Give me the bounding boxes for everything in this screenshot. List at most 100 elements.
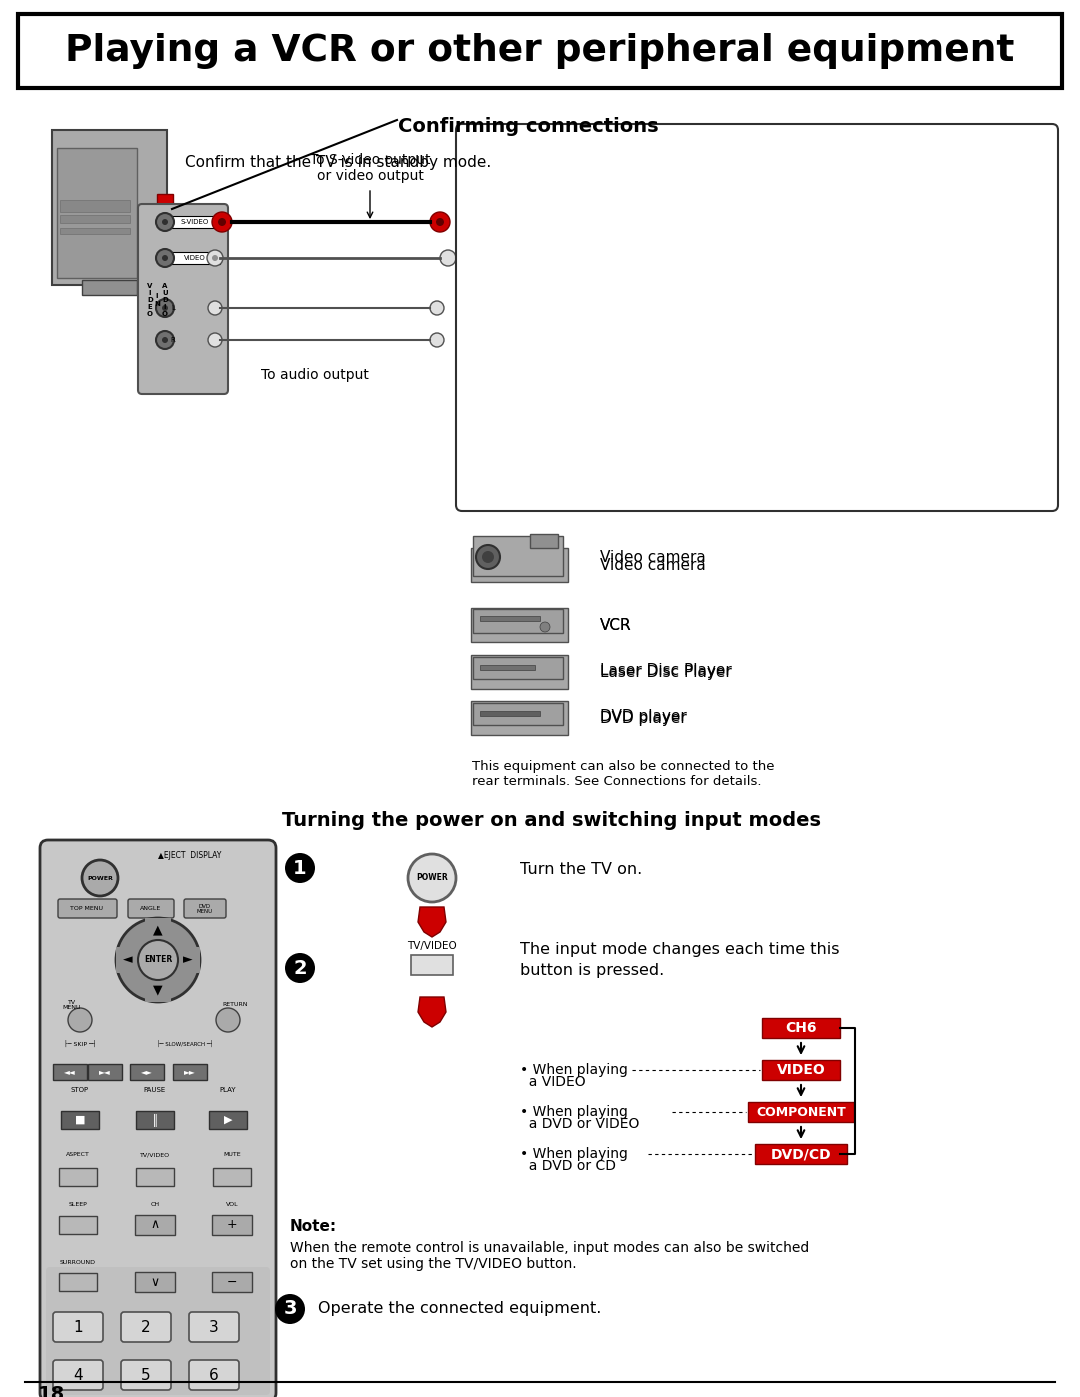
FancyBboxPatch shape xyxy=(60,200,130,212)
FancyBboxPatch shape xyxy=(762,1060,840,1080)
FancyBboxPatch shape xyxy=(138,204,228,394)
Text: 1: 1 xyxy=(293,859,307,877)
Text: ◄►: ◄► xyxy=(141,1067,153,1077)
Text: ▲: ▲ xyxy=(153,923,163,936)
FancyBboxPatch shape xyxy=(52,130,167,285)
Text: TV/VIDEO: TV/VIDEO xyxy=(140,1153,170,1158)
Circle shape xyxy=(82,861,118,895)
Text: Laser Disc Player: Laser Disc Player xyxy=(600,665,732,679)
FancyBboxPatch shape xyxy=(59,1215,97,1234)
FancyBboxPatch shape xyxy=(471,608,568,643)
Circle shape xyxy=(275,1294,305,1324)
Circle shape xyxy=(156,331,174,349)
Text: Turning the power on and switching input modes: Turning the power on and switching input… xyxy=(282,810,821,830)
Text: TV
MENU: TV MENU xyxy=(63,1000,81,1010)
Text: • When playing: • When playing xyxy=(519,1105,627,1119)
FancyBboxPatch shape xyxy=(480,711,540,717)
Text: ■: ■ xyxy=(75,1115,85,1125)
Circle shape xyxy=(212,256,218,261)
Circle shape xyxy=(285,953,315,983)
Text: R: R xyxy=(171,337,175,344)
Circle shape xyxy=(430,332,444,346)
Text: VCR: VCR xyxy=(600,617,632,633)
Circle shape xyxy=(138,940,178,981)
Text: RETURN: RETURN xyxy=(222,1003,247,1007)
FancyBboxPatch shape xyxy=(157,194,173,224)
Circle shape xyxy=(408,854,456,902)
Text: SURROUND: SURROUND xyxy=(60,1260,96,1266)
FancyBboxPatch shape xyxy=(480,665,535,671)
Circle shape xyxy=(116,918,200,1002)
FancyBboxPatch shape xyxy=(173,1065,207,1080)
Text: V
I
D
E
O: V I D E O xyxy=(147,284,153,317)
FancyBboxPatch shape xyxy=(18,14,1062,88)
Text: VIDEO: VIDEO xyxy=(777,1063,825,1077)
Text: POWER: POWER xyxy=(87,876,113,880)
FancyBboxPatch shape xyxy=(53,1312,103,1343)
Text: ├─ SKIP ─┤: ├─ SKIP ─┤ xyxy=(64,1039,96,1046)
Circle shape xyxy=(162,219,168,225)
FancyBboxPatch shape xyxy=(748,1102,854,1122)
Text: DVD player: DVD player xyxy=(600,711,687,725)
FancyBboxPatch shape xyxy=(136,1168,174,1186)
FancyBboxPatch shape xyxy=(189,1312,239,1343)
Circle shape xyxy=(68,1009,92,1032)
FancyBboxPatch shape xyxy=(473,536,563,576)
FancyBboxPatch shape xyxy=(471,701,568,735)
FancyBboxPatch shape xyxy=(59,1168,97,1186)
Text: a DVD or CD: a DVD or CD xyxy=(519,1160,616,1173)
Text: ◄: ◄ xyxy=(123,954,133,967)
FancyBboxPatch shape xyxy=(456,124,1058,511)
FancyBboxPatch shape xyxy=(130,1065,164,1080)
Text: 2: 2 xyxy=(293,958,307,978)
Text: −: − xyxy=(227,1275,238,1288)
FancyBboxPatch shape xyxy=(212,1273,252,1292)
Text: MUTE: MUTE xyxy=(224,1153,241,1158)
Text: • When playing: • When playing xyxy=(519,1063,627,1077)
Circle shape xyxy=(156,249,174,267)
Circle shape xyxy=(162,256,168,261)
FancyBboxPatch shape xyxy=(53,1065,87,1080)
Text: 4: 4 xyxy=(73,1368,83,1383)
FancyBboxPatch shape xyxy=(135,1273,175,1292)
FancyBboxPatch shape xyxy=(755,1144,847,1164)
FancyBboxPatch shape xyxy=(480,616,540,622)
FancyBboxPatch shape xyxy=(170,251,220,264)
FancyBboxPatch shape xyxy=(40,840,276,1397)
FancyBboxPatch shape xyxy=(189,1361,239,1390)
FancyBboxPatch shape xyxy=(210,1111,247,1129)
Text: 1: 1 xyxy=(73,1320,83,1334)
Text: ►►: ►► xyxy=(184,1067,195,1077)
Text: 5: 5 xyxy=(141,1368,151,1383)
FancyBboxPatch shape xyxy=(473,703,563,725)
FancyBboxPatch shape xyxy=(212,1215,252,1235)
Circle shape xyxy=(216,1009,240,1032)
Text: COMPONENT: COMPONENT xyxy=(756,1105,846,1119)
Text: 3: 3 xyxy=(210,1320,219,1334)
Text: 6: 6 xyxy=(210,1368,219,1383)
FancyBboxPatch shape xyxy=(87,1065,122,1080)
Text: ▶: ▶ xyxy=(224,1115,232,1125)
Text: ASPECT: ASPECT xyxy=(66,1153,90,1158)
FancyBboxPatch shape xyxy=(59,1273,97,1291)
FancyBboxPatch shape xyxy=(145,918,171,1002)
Text: TOP MENU: TOP MENU xyxy=(70,907,104,911)
Text: ├─ SLOW/SEARCH ─┤: ├─ SLOW/SEARCH ─┤ xyxy=(157,1039,213,1046)
FancyBboxPatch shape xyxy=(184,900,226,918)
FancyBboxPatch shape xyxy=(60,1111,99,1129)
Polygon shape xyxy=(418,997,446,1027)
Text: CH6: CH6 xyxy=(785,1021,816,1035)
FancyBboxPatch shape xyxy=(473,657,563,679)
Text: a DVD or VIDEO: a DVD or VIDEO xyxy=(519,1118,639,1132)
Text: ◄◄: ◄◄ xyxy=(64,1067,76,1077)
Text: To S-video output
or video output: To S-video output or video output xyxy=(310,152,430,183)
Text: ▼: ▼ xyxy=(153,983,163,996)
Text: TV/VIDEO: TV/VIDEO xyxy=(407,942,457,951)
Text: • When playing: • When playing xyxy=(519,1147,627,1161)
FancyBboxPatch shape xyxy=(135,1215,175,1235)
Text: L: L xyxy=(171,305,175,312)
Text: Playing a VCR or other peripheral equipment: Playing a VCR or other peripheral equipm… xyxy=(65,34,1015,68)
Text: 3: 3 xyxy=(283,1299,297,1319)
FancyBboxPatch shape xyxy=(116,947,200,972)
FancyBboxPatch shape xyxy=(60,228,130,235)
